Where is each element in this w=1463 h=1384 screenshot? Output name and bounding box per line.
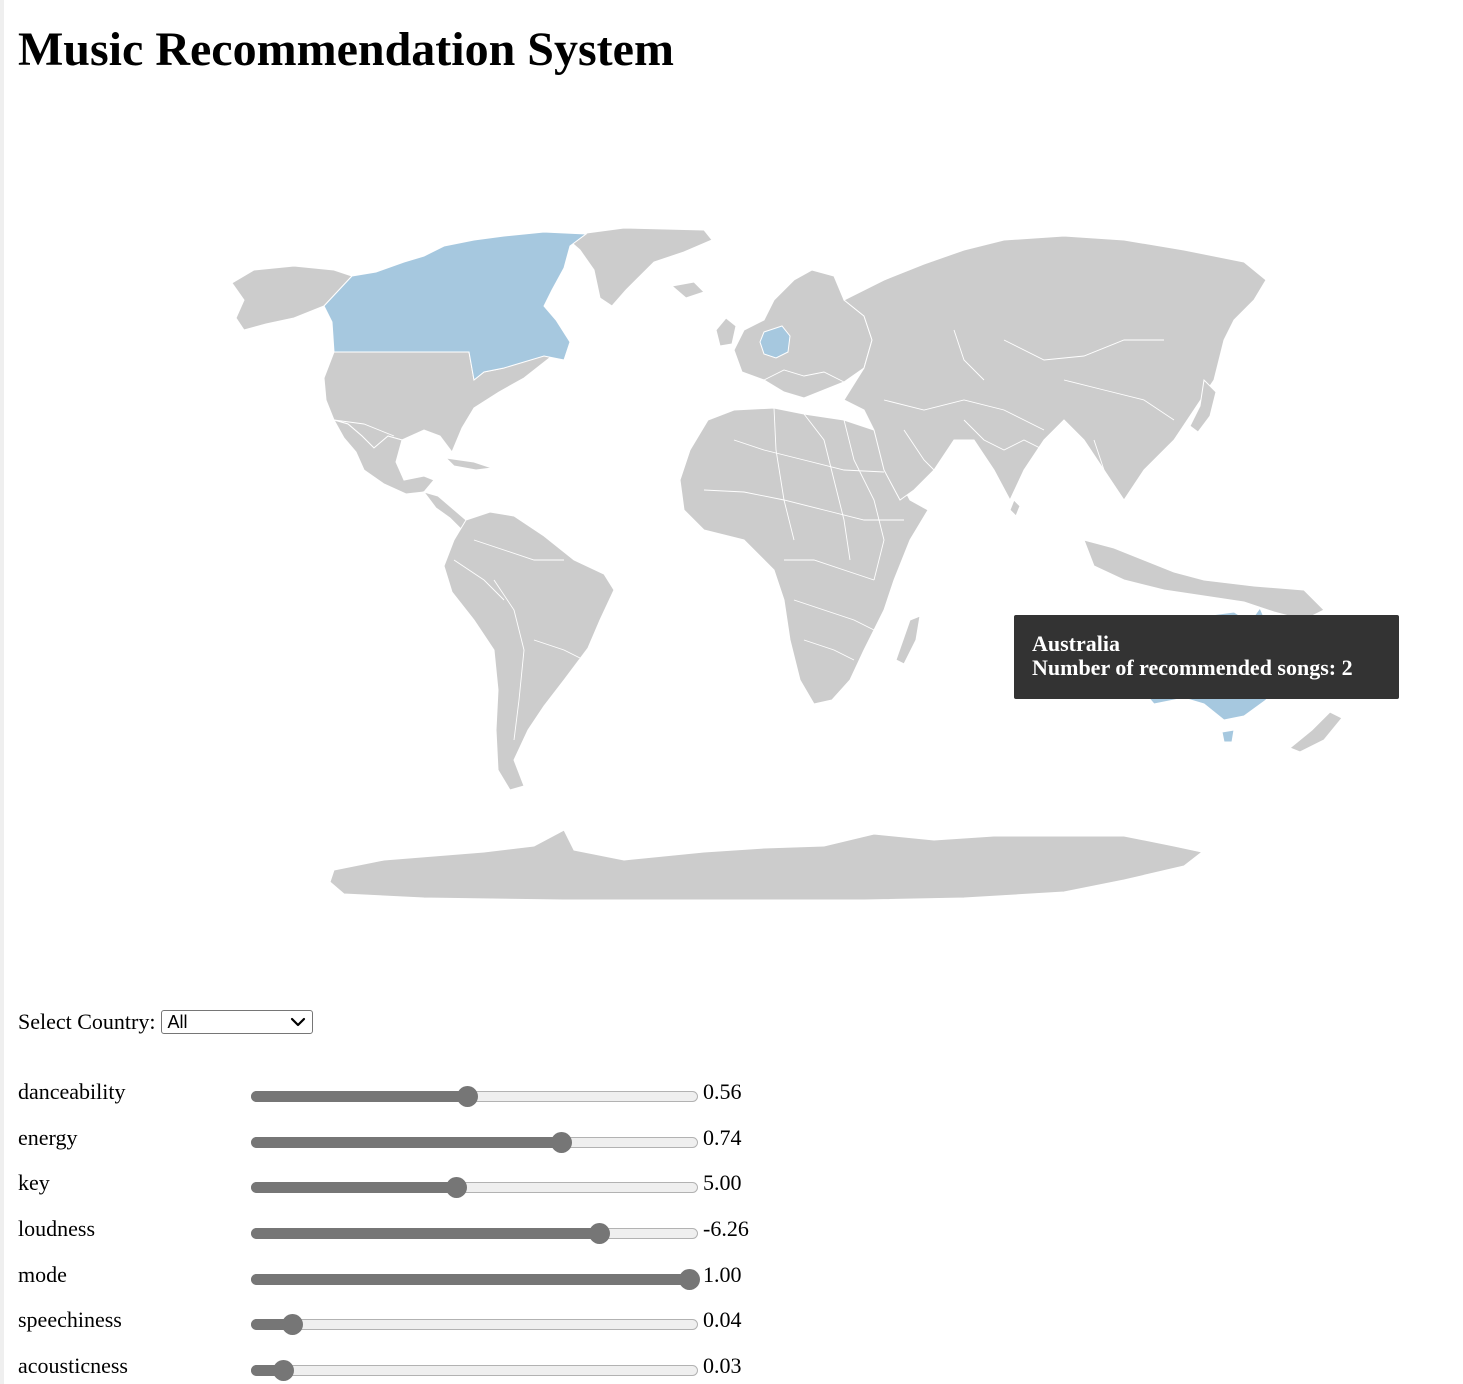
country-sri-lanka[interactable] [1009,499,1021,517]
region-africa[interactable] [679,407,929,705]
region-asia[interactable] [843,235,1267,502]
region-caribbean[interactable] [444,457,493,471]
country-japan[interactable] [1189,378,1217,433]
region-antarctica[interactable] [329,829,1204,901]
slider-fill [251,1365,283,1377]
key-slider[interactable] [251,1177,698,1199]
country-select-value: All [167,1012,188,1032]
country-usa-alaska[interactable] [231,265,353,331]
slider-thumb[interactable] [551,1131,572,1153]
slider-label: energy [18,1124,78,1150]
world-map: Australia Number of recommended songs: 2 [4,110,1463,990]
slider-fill [251,1319,292,1331]
slider-thumb[interactable] [679,1268,700,1290]
country-canada[interactable] [323,231,588,381]
country-new-zealand[interactable] [1289,711,1343,753]
tooltip-country: Australia [1032,631,1120,656]
slider-label: mode [18,1261,67,1287]
slider-value: 0.03 [703,1353,742,1379]
slider-label: loudness [18,1216,95,1242]
slider-fill [251,1182,456,1194]
page-title: Music Recommendation System [18,23,674,76]
country-australia-tasmania[interactable] [1221,729,1235,743]
slider-label: speechiness [18,1307,122,1333]
slider-thumb[interactable] [589,1223,610,1245]
country-uk[interactable] [715,317,737,347]
country-select[interactable]: All [161,1010,314,1034]
chevron-down-icon [291,1017,306,1027]
slider-fill [251,1136,561,1148]
slider-thumb[interactable] [273,1360,294,1382]
slider-value: 5.00 [703,1170,742,1196]
slider-value: 1.00 [703,1261,742,1287]
region-south-america[interactable] [443,511,615,791]
country-iceland[interactable] [670,281,705,299]
acousticness-slider[interactable] [251,1360,698,1382]
country-filter: Select Country: All [18,1008,314,1036]
speechiness-slider[interactable] [251,1314,698,1336]
country-madagascar[interactable] [895,615,921,665]
slider-label: acousticness [18,1353,128,1379]
region-southeast-asia-islands[interactable] [1083,539,1325,621]
world-map-svg [231,227,1343,901]
slider-fill [251,1273,689,1285]
danceability-slider[interactable] [251,1086,698,1107]
country-borders [333,329,1175,741]
slider-label: key [18,1170,50,1196]
country-greenland[interactable] [562,227,713,307]
slider-value: 0.04 [703,1307,742,1333]
slider-thumb[interactable] [282,1314,303,1336]
slider-value: 0.56 [703,1079,742,1104]
tooltip-song-count: Number of recommended songs: 2 [1032,655,1353,680]
slider-label: danceability [18,1079,126,1104]
energy-slider[interactable] [251,1131,698,1153]
mode-slider[interactable] [251,1268,700,1290]
slider-value: 0.74 [703,1124,742,1150]
slider-thumb[interactable] [457,1086,478,1107]
region-europe[interactable] [733,269,873,399]
map-tooltip: Australia Number of recommended songs: 2 [1014,615,1399,699]
slider-thumb[interactable] [446,1177,467,1199]
slider-fill [251,1228,599,1240]
country-germany[interactable] [759,325,791,359]
slider-value: -6.26 [703,1216,749,1242]
country-select-label: Select Country: [18,1009,156,1034]
country-mexico[interactable] [332,419,435,495]
slider-fill [251,1091,467,1102]
loudness-slider[interactable] [251,1223,698,1245]
